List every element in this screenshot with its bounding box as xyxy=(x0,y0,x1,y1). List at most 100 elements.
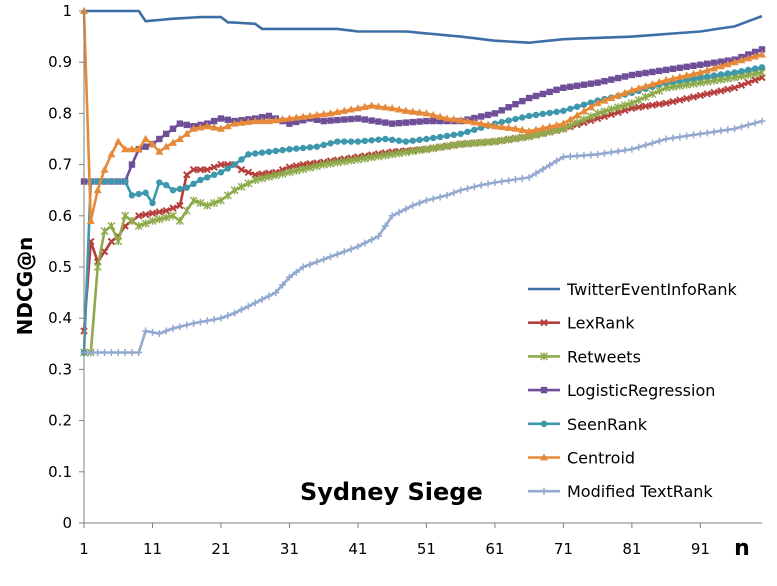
y-tick-label: 0 xyxy=(62,514,72,532)
data-point-retweets xyxy=(607,105,616,114)
data-point-lexrank xyxy=(217,160,225,169)
data-point-modified-textrank xyxy=(251,299,259,307)
data-point-centroid xyxy=(367,101,376,109)
data-point-logisticregression xyxy=(614,74,622,82)
data-point-seenrank xyxy=(224,165,232,172)
legend-item-modified-textrank: Modified TextRank xyxy=(528,482,713,501)
data-point-retweets xyxy=(93,263,102,271)
data-point-centroid xyxy=(93,186,102,194)
data-point-logisticregression xyxy=(567,83,574,90)
data-point-modified-textrank xyxy=(553,157,561,165)
data-point-seenrank xyxy=(327,140,334,147)
series-line-centroid xyxy=(82,10,763,223)
data-point-centroid xyxy=(484,120,493,128)
data-point-centroid xyxy=(292,113,301,121)
data-point-seenrank xyxy=(505,117,512,124)
data-point-retweets xyxy=(292,166,301,175)
series-line-seenrank xyxy=(82,66,763,353)
data-point-seenrank xyxy=(758,64,766,71)
data-point-seenrank xyxy=(580,101,588,108)
data-point-seenrank xyxy=(751,65,759,72)
data-point-logisticregression xyxy=(299,117,307,124)
data-point-centroid xyxy=(251,116,260,125)
data-point-centroid xyxy=(504,123,513,131)
data-point-seenrank xyxy=(176,185,184,193)
legend-item-twittereventinforank: TwitterEventInfoRank xyxy=(528,280,737,299)
data-point-retweets xyxy=(244,179,253,188)
data-point-seenrank xyxy=(149,199,156,207)
data-point-centroid xyxy=(675,72,684,81)
y-axis-label: NDCG@n xyxy=(13,237,37,336)
data-point-seenrank xyxy=(279,146,286,154)
data-point-lexrank xyxy=(676,96,684,104)
legend-label: LexRank xyxy=(567,314,635,333)
data-point-retweets xyxy=(271,171,280,180)
data-point-retweets xyxy=(121,211,130,220)
data-point-modified-textrank xyxy=(272,289,280,297)
data-point-retweets xyxy=(258,174,267,183)
data-point-logisticregression xyxy=(142,143,149,150)
data-point-logisticregression xyxy=(491,110,499,117)
data-point-retweets xyxy=(175,216,184,225)
data-point-seenrank xyxy=(347,138,355,145)
data-point-modified-textrank xyxy=(621,146,629,154)
data-point-retweets xyxy=(189,196,198,205)
data-point-seenrank xyxy=(156,179,163,186)
data-point-logisticregression xyxy=(635,70,642,78)
data-point-logisticregression xyxy=(334,116,341,124)
data-point-centroid xyxy=(682,71,691,79)
data-point-modified-textrank xyxy=(121,349,129,357)
data-point-retweets xyxy=(340,157,349,166)
data-point-lexrank xyxy=(148,209,157,217)
data-point-logisticregression xyxy=(662,66,670,74)
data-point-centroid xyxy=(607,93,616,102)
data-point-centroid xyxy=(566,115,575,123)
series-twittereventinforank xyxy=(84,9,763,44)
data-point-modified-textrank xyxy=(525,173,533,181)
data-point-retweets xyxy=(251,175,260,184)
data-point-centroid xyxy=(737,56,746,64)
data-point-lexrank xyxy=(237,166,246,174)
x-tick-label: 41 xyxy=(348,540,367,558)
data-point-seenrank xyxy=(512,115,519,123)
data-point-logisticregression xyxy=(580,81,588,88)
data-point-modified-textrank xyxy=(87,349,95,357)
data-point-modified-textrank xyxy=(368,236,376,244)
data-point-seenrank xyxy=(498,118,505,126)
data-point-logisticregression xyxy=(382,119,389,126)
data-point-modified-textrank xyxy=(470,183,478,191)
data-point-seenrank xyxy=(108,178,115,185)
data-point-lexrank xyxy=(210,163,218,171)
data-point-centroid xyxy=(758,50,766,58)
data-point-logisticregression xyxy=(505,104,512,111)
chart-annotation: Sydney Siege xyxy=(300,478,483,506)
data-point-centroid xyxy=(216,124,225,132)
data-point-seenrank xyxy=(115,178,122,185)
data-point-retweets xyxy=(449,141,458,150)
data-point-centroid xyxy=(258,116,267,125)
data-point-lexrank xyxy=(689,93,698,101)
data-point-lexrank xyxy=(641,102,650,110)
data-point-retweets xyxy=(326,159,335,168)
data-point-logisticregression xyxy=(368,117,375,124)
data-point-logisticregression xyxy=(293,118,300,126)
data-point-modified-textrank xyxy=(491,179,499,187)
data-point-centroid xyxy=(127,145,136,153)
data-point-lexrank xyxy=(662,99,670,107)
data-point-centroid xyxy=(442,114,451,122)
data-point-retweets xyxy=(627,99,636,108)
data-point-centroid xyxy=(436,112,445,120)
data-point-centroid xyxy=(586,103,595,111)
data-point-retweets xyxy=(566,121,575,130)
data-point-lexrank xyxy=(135,212,143,220)
data-point-retweets xyxy=(264,172,273,181)
data-point-modified-textrank xyxy=(128,349,136,357)
data-point-seenrank xyxy=(553,108,560,116)
data-point-modified-textrank xyxy=(395,208,403,216)
data-point-centroid xyxy=(374,102,383,110)
data-point-seenrank xyxy=(299,144,307,152)
data-point-centroid xyxy=(299,112,308,120)
data-point-modified-textrank xyxy=(457,186,465,194)
data-point-retweets xyxy=(436,143,445,152)
data-point-centroid xyxy=(210,123,219,131)
